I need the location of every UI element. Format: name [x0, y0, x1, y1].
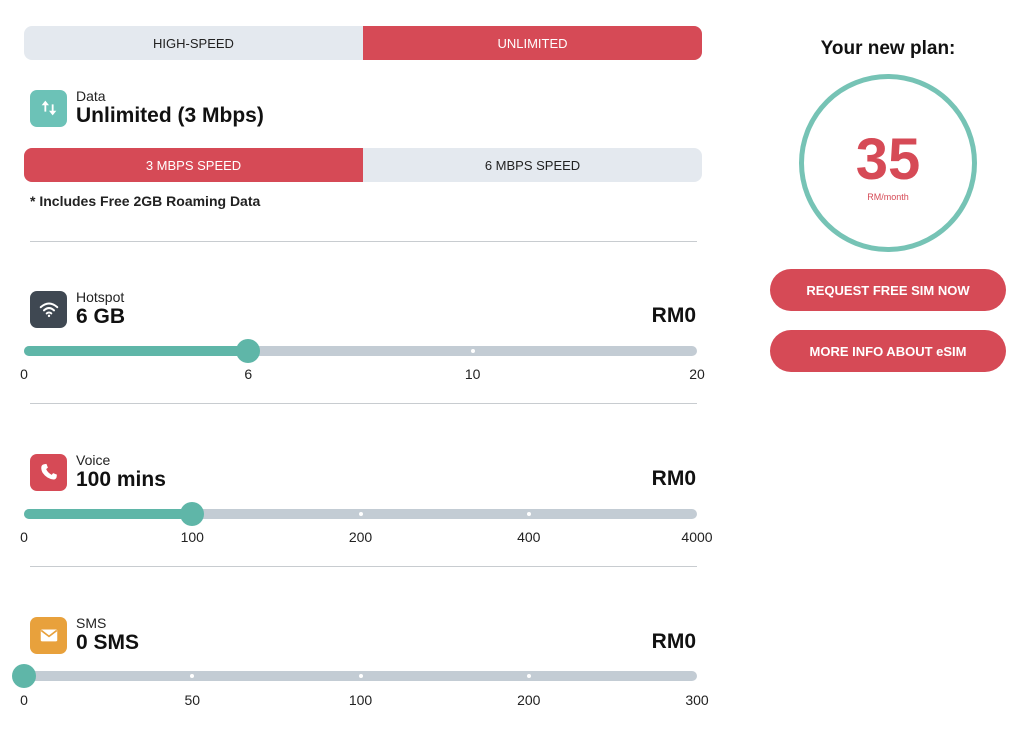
plan-price: 35 — [855, 127, 921, 192]
sms-label: SMS — [76, 615, 107, 631]
slider-tick-label: 50 — [184, 692, 201, 708]
slider-thumb[interactable] — [236, 339, 261, 363]
divider — [30, 566, 697, 567]
sms-header: SMS 0 SMS — [30, 615, 139, 655]
slider-tick-label: 400 — [517, 529, 541, 545]
slider-step-dot — [358, 674, 363, 678]
slider-tick-label: 0 — [20, 529, 28, 545]
slider-thumb[interactable] — [180, 502, 205, 526]
plan-price-unit: RM/month — [867, 192, 909, 202]
hotspot-label: Hotspot — [76, 289, 125, 305]
slider-tick-label: 200 — [517, 692, 541, 708]
more-info-esim-button[interactable]: MORE INFO ABOUT eSIM — [770, 330, 1006, 372]
6mbps-tab[interactable]: 6 MBPS SPEED — [484, 157, 581, 173]
slider-thumb[interactable] — [12, 664, 36, 688]
request-free-sim-button[interactable]: REQUEST FREE SIM NOW — [770, 269, 1006, 311]
data-label: Data — [76, 88, 106, 104]
slider-fill — [24, 346, 249, 356]
speed-toggle: 3 MBPS SPEED 6 MBPS SPEED — [24, 148, 702, 182]
hotspot-header: Hotspot 6 GB — [30, 289, 125, 329]
slider-step-dot — [190, 674, 195, 678]
hotspot-slider[interactable] — [24, 339, 697, 363]
slider-tick-label: 100 — [180, 529, 204, 545]
hotspot-slider-ticks: 0 6 10 20 — [20, 366, 705, 384]
voice-price: RM0 — [651, 467, 696, 490]
plan-title: Your new plan: — [820, 38, 956, 59]
envelope-icon — [30, 616, 67, 654]
voice-header: Voice 100 mins — [30, 452, 166, 492]
slider-step-dot — [526, 674, 531, 678]
sms-slider[interactable] — [12, 664, 697, 688]
slider-tick-label: 6 — [244, 366, 253, 382]
3mbps-tab[interactable]: 3 MBPS SPEED — [24, 148, 363, 182]
voice-slider-ticks: 0 100 200 400 4000 — [20, 529, 712, 547]
roaming-note: * Includes Free 2GB Roaming Data — [30, 193, 261, 209]
wifi-icon — [30, 290, 67, 328]
slider-tick-label: 0 — [20, 692, 28, 708]
slider-step-dot — [358, 512, 363, 516]
phone-icon — [30, 453, 67, 491]
data-value: Unlimited (3 Mbps) — [76, 104, 264, 127]
unlimited-tab[interactable]: UNLIMITED — [363, 26, 702, 60]
slider-tick-label: 4000 — [681, 529, 713, 545]
slider-tick-label: 300 — [685, 692, 709, 708]
hotspot-price: RM0 — [651, 304, 696, 327]
divider — [30, 403, 697, 404]
slider-tick-label: 200 — [348, 529, 373, 545]
divider — [30, 241, 697, 242]
slider-track[interactable] — [24, 346, 697, 356]
voice-value: 100 mins — [76, 468, 166, 491]
plan-price-circle: 35 RM/month — [799, 74, 977, 252]
slider-step-dot — [470, 349, 475, 353]
slider-tick-label: 100 — [348, 692, 373, 708]
hotspot-value: 6 GB — [76, 305, 126, 328]
plan-type-toggle: HIGH-SPEED UNLIMITED — [24, 26, 702, 60]
slider-fill — [24, 509, 193, 519]
sms-value: 0 SMS — [76, 631, 140, 654]
voice-slider[interactable] — [24, 502, 697, 526]
high-speed-tab[interactable]: HIGH-SPEED — [153, 35, 234, 51]
slider-tick-label: 0 — [20, 366, 28, 382]
sms-price: RM0 — [651, 630, 696, 653]
data-header: Data Unlimited (3 Mbps) — [30, 88, 264, 128]
voice-label: Voice — [76, 452, 111, 468]
arrows-up-down-icon — [30, 89, 67, 127]
slider-step-dot — [526, 512, 531, 516]
slider-tick-label: 20 — [689, 366, 705, 382]
sms-slider-ticks: 0 50 100 200 300 — [20, 692, 709, 710]
slider-tick-label: 10 — [464, 366, 481, 382]
